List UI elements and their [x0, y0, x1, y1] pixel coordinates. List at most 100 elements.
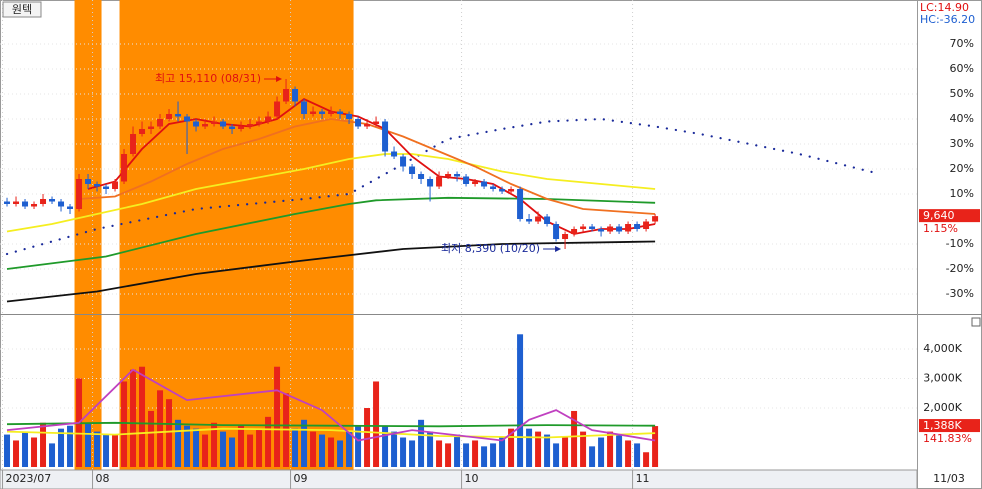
volume-bar [553, 443, 560, 467]
volume-bar [292, 428, 299, 467]
volume-bar [58, 428, 65, 467]
candle-body [526, 219, 533, 222]
candle-body [553, 224, 560, 239]
candle-body [445, 174, 452, 177]
volume-bar [382, 425, 389, 467]
candle-body [139, 129, 146, 134]
candle-body [517, 189, 524, 219]
volume-bar [13, 440, 20, 467]
y-tick-label: 3,000K [923, 372, 962, 385]
volume-bar [436, 440, 443, 467]
candle-body [436, 176, 443, 187]
last-change: 1.15% [923, 222, 958, 235]
volume-bar [508, 428, 515, 467]
candle-body [202, 124, 209, 127]
candle-body [211, 121, 218, 124]
candle-body [544, 216, 551, 224]
candle-body [562, 234, 569, 239]
x-tick-label: 09 [294, 472, 308, 485]
ma-line [6, 427, 656, 439]
candle-body [499, 189, 506, 192]
volume-bar [454, 434, 461, 467]
last-volume-box [919, 419, 980, 433]
candle-body [184, 116, 191, 122]
last-price-box [919, 209, 980, 223]
ma-line [6, 368, 656, 442]
candle-body [319, 111, 326, 114]
volume-bar [67, 425, 74, 467]
volume-bar [562, 437, 569, 467]
candle-body [94, 184, 101, 187]
volume-bar [391, 431, 398, 467]
volume-bar [238, 425, 245, 467]
candle-body [40, 199, 47, 204]
hc-label: HC:-36.20 [920, 13, 975, 26]
candle-body [256, 121, 263, 124]
volume-bar [31, 437, 38, 467]
ma-line [6, 240, 656, 303]
candle-body [193, 121, 200, 127]
candle-body [112, 181, 119, 189]
candle-body [598, 229, 605, 232]
volume-bar [211, 422, 218, 467]
candle-body [49, 199, 56, 202]
x-tick-label: 08 [96, 472, 110, 485]
y-tick-label: -20% [946, 262, 974, 275]
volume-bar [418, 419, 425, 467]
ma-line [87, 97, 656, 235]
volume-bar [499, 437, 506, 467]
candle-body [85, 179, 92, 184]
candle-body [427, 179, 434, 187]
annotation: 최고 15,110 (08/31) [155, 72, 261, 85]
last-volume: 1,388K [923, 419, 962, 432]
volume-bar [481, 446, 488, 467]
volume-bar [175, 419, 182, 467]
volume-bar [625, 440, 632, 467]
x-tick-label: 2023/07 [6, 472, 52, 485]
panel-close[interactable] [971, 317, 981, 327]
volume-bar [589, 446, 596, 467]
y-tick-label: 40% [950, 112, 974, 125]
candle-body [301, 101, 308, 114]
volume-bar [202, 434, 209, 467]
candle-body [346, 114, 353, 119]
candle-body [121, 154, 128, 182]
candle-body [418, 174, 425, 179]
volume-bar [319, 434, 326, 467]
annotation: 최저 8,390 (10/20) [441, 242, 540, 255]
candle-body [355, 119, 362, 127]
candle-body [310, 111, 317, 114]
volume-bar [247, 434, 254, 467]
candle-body [616, 226, 623, 232]
ma-line [6, 196, 656, 270]
candle-body [490, 186, 497, 189]
volume-bar [103, 434, 110, 467]
candle-body [22, 201, 29, 207]
y-tick-label: 60% [950, 62, 974, 75]
last-date: 11/03 [933, 472, 965, 485]
candle-body [634, 224, 641, 229]
volume-bar [526, 428, 533, 467]
volume-bar [427, 431, 434, 467]
y-tick-label: 20% [950, 162, 974, 175]
candle-body [265, 116, 272, 122]
y-tick-label: 2,000K [923, 401, 962, 414]
volume-bar [598, 437, 605, 467]
candle-body [283, 89, 290, 102]
candle-body [148, 126, 155, 129]
candle-body [292, 89, 299, 102]
volume-bar [184, 425, 191, 467]
volume-bar [121, 381, 128, 467]
x-tick-label: 10 [465, 472, 479, 485]
volume-bar [328, 437, 335, 467]
volume-bar [607, 431, 614, 467]
candle-body [454, 174, 461, 177]
candle-body [373, 121, 380, 124]
candle-body [13, 201, 20, 204]
y-tick-label: -10% [946, 237, 974, 250]
volume-bar [301, 419, 308, 467]
candle-body [103, 186, 110, 189]
candle-body [166, 114, 173, 119]
y-tick-label: 30% [950, 137, 974, 150]
volume-bar [22, 431, 29, 467]
